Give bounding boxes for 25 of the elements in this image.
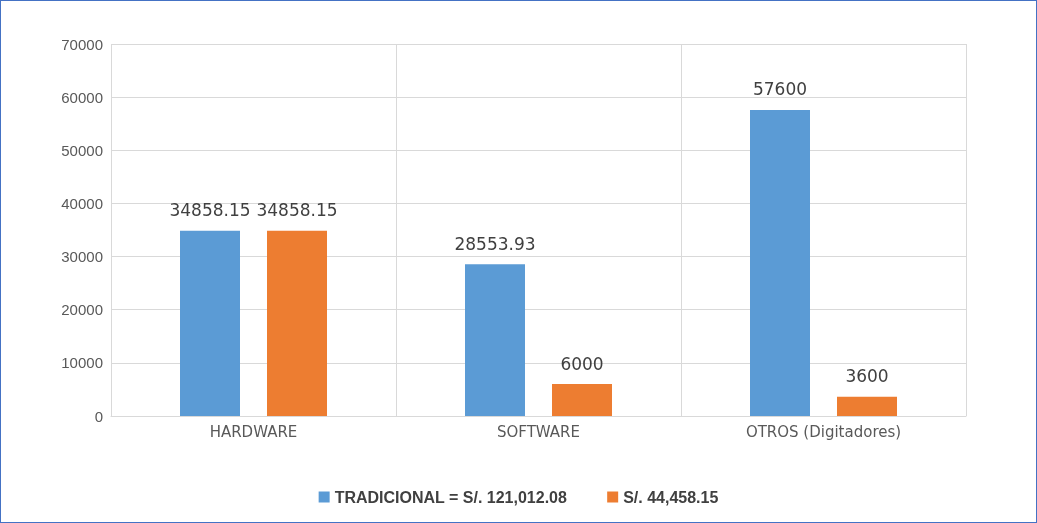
legend-label: S/. 44,458.15	[623, 488, 719, 506]
bar	[552, 384, 612, 416]
x-tick-label: OTROS (Digitadores)	[745, 422, 902, 441]
bar	[267, 230, 327, 416]
data-label: 6000	[560, 353, 604, 374]
data-label: 34858.15	[169, 200, 251, 221]
y-tick-label: 40000	[61, 194, 103, 212]
x-tick-label: SOFTWARE	[496, 422, 581, 441]
bar	[837, 396, 897, 416]
legend-label: TRADICIONAL = S/. 121,012.08	[334, 488, 567, 506]
y-tick-label: 20000	[61, 301, 103, 319]
y-tick-label: 70000	[61, 35, 103, 53]
y-tick-label: 30000	[61, 248, 103, 266]
bar	[750, 109, 810, 416]
y-tick-label: 10000	[61, 354, 103, 372]
data-label: 3600	[845, 366, 889, 387]
data-label: 34858.15	[256, 200, 338, 221]
bar	[465, 264, 525, 416]
y-tick-label: 60000	[61, 88, 103, 106]
y-tick-label: 0	[94, 407, 103, 425]
data-label: 28553.93	[454, 233, 536, 254]
data-label: 57600	[752, 79, 808, 100]
y-tick-label: 50000	[61, 141, 103, 159]
x-tick-label: HARDWARE	[209, 422, 298, 441]
bar	[180, 230, 240, 416]
